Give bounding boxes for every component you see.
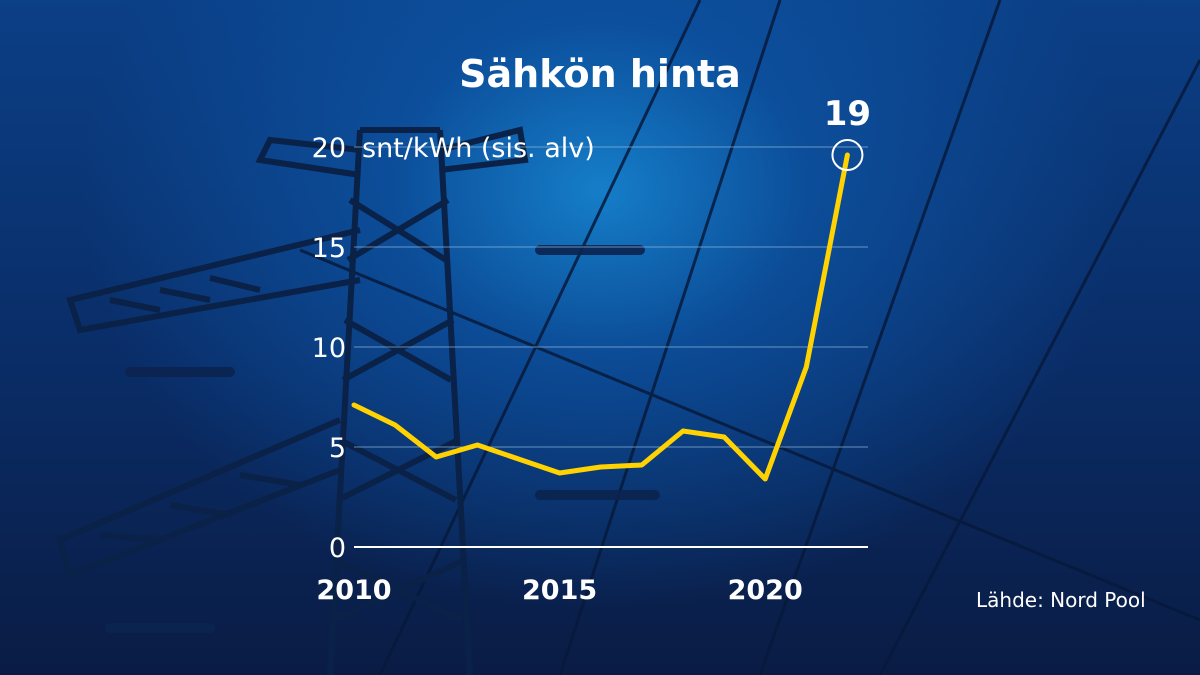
last-value-annotation: 19 [824, 94, 871, 134]
series-line-electricity-price [351, 152, 850, 482]
y-axis-ticks: 0 5 10 15 20 [312, 133, 346, 564]
y-tick-label-10: 10 [312, 333, 346, 364]
x-axis-ticks: 2010 2015 2020 [316, 575, 802, 606]
y-tick-label-20: 20 [312, 133, 346, 164]
y-axis-unit-label: snt/kWh (sis. alv) [362, 133, 595, 164]
source-note: Lähde: Nord Pool [976, 588, 1146, 612]
x-tick-label-2020: 2020 [728, 575, 803, 606]
y-tick-label-5: 5 [329, 433, 346, 464]
y-tick-label-0: 0 [329, 533, 346, 564]
x-tick-label-2010: 2010 [316, 575, 391, 606]
chart-title: Sähkön hinta [459, 52, 741, 96]
gridlines [354, 146, 868, 448]
last-point-highlight-circle [831, 139, 864, 171]
x-tick-label-2015: 2015 [522, 575, 597, 606]
y-tick-label-15: 15 [312, 233, 346, 264]
